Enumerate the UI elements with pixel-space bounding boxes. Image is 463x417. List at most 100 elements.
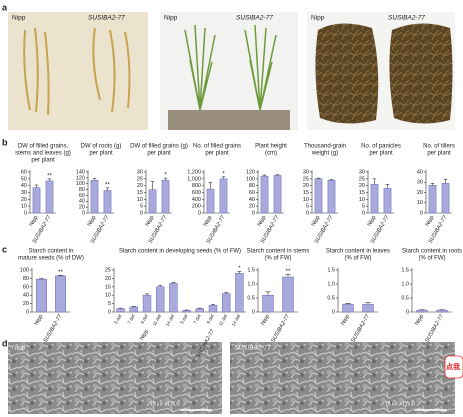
chart-title: Starch content in developing seeds (% of… — [119, 249, 241, 255]
y-tick-label: 40 — [23, 293, 29, 299]
chart-title: No. of filled grains — [193, 144, 241, 150]
y-tick-label: 120 — [246, 169, 255, 175]
error-bar — [365, 302, 371, 305]
y-tick-label: 140 — [76, 169, 85, 175]
y-tick-label: 15 — [137, 190, 143, 196]
y-tick-label: 0 — [140, 210, 143, 216]
photo-panicles — [8, 12, 148, 130]
y-tick-label: 30 — [137, 169, 143, 175]
y-tick-label: 40 — [417, 169, 423, 175]
y-tick-label: 120 — [76, 175, 85, 181]
chart-title: (% of FW) — [419, 256, 446, 262]
bar — [260, 175, 269, 214]
photo-label: Nipp — [12, 345, 26, 352]
chart-title: Starch content in stems — [247, 249, 310, 255]
y-tick-label: 30 — [417, 180, 423, 186]
chart-title: (% of FW) — [345, 256, 372, 262]
y-tick-label: 5 — [306, 204, 309, 210]
y-tick-label: 10 — [21, 204, 27, 210]
x-tick-label: Nipp — [340, 314, 351, 327]
x-tick-label: 11 daf — [152, 313, 163, 327]
y-tick-label: 1.5 — [247, 267, 255, 273]
x-tick-label: 9 daf — [206, 313, 216, 325]
y-tick-label: 1.5 — [327, 267, 335, 273]
y-tick-label: 0 — [252, 210, 255, 216]
error-bar — [34, 184, 39, 188]
chart-title: DW of filled grains (g) — [130, 144, 188, 150]
error-bar — [372, 178, 377, 185]
y-tick-label: 0 — [306, 210, 309, 216]
panel-label: a — [2, 2, 8, 12]
y-tick-label: 800 — [192, 183, 201, 189]
y-tick-label: 0 — [420, 210, 423, 216]
bar — [142, 294, 152, 313]
y-tick-label: 5 — [362, 204, 365, 210]
annotation: ** — [47, 173, 52, 179]
photo-label: SUSIBA2-77 — [234, 345, 271, 352]
x-tick-label: 5 daf — [179, 313, 189, 325]
error-bar — [345, 303, 351, 305]
widget-label[interactable]: 点我 — [446, 362, 460, 371]
y-tick-label: 40 — [21, 183, 27, 189]
chart-title: weight (g) — [311, 151, 338, 157]
x-tick-label: SUSIBA2-77 — [43, 313, 64, 344]
x-tick-label: 14 daf — [165, 313, 176, 327]
chart-title: per plant — [89, 151, 113, 157]
y-tick-label: 60 — [21, 169, 27, 175]
chart-title: per plant — [31, 158, 55, 164]
y-tick-label: 1.0 — [401, 281, 409, 287]
y-tick-label: 0 — [108, 309, 111, 315]
x-tick-label: Nipp — [203, 215, 214, 228]
y-tick-label: 25 — [303, 176, 309, 182]
x-tick-label: Nipp — [414, 314, 425, 327]
error-bar — [443, 178, 448, 184]
bar — [116, 308, 125, 313]
bar — [342, 303, 354, 313]
y-tick-label: 1,200 — [187, 169, 201, 175]
photo-label: SUSIBA2-77 — [88, 15, 125, 22]
annotation: * — [164, 173, 167, 179]
bar — [262, 294, 274, 313]
x-tick-label: Nipp — [260, 314, 271, 327]
bar — [103, 190, 112, 214]
bar — [314, 178, 323, 214]
y-tick-label: 0 — [82, 210, 85, 216]
bar — [55, 275, 66, 313]
error-bar — [47, 178, 52, 181]
y-tick-label: 0.5 — [247, 295, 255, 301]
annotation: * — [238, 266, 241, 272]
y-tick-label: 15 — [303, 190, 309, 196]
bar — [221, 293, 231, 313]
x-tick-label: SUSIBA2-77 — [424, 313, 445, 344]
y-tick-label: 20 — [417, 190, 423, 196]
sem-image — [8, 342, 222, 414]
y-tick-label: 25 — [359, 176, 365, 182]
y-tick-label: 20 — [359, 183, 365, 189]
error-bar — [118, 307, 123, 309]
chart-title: Starch content in — [28, 249, 73, 255]
y-tick-label: 40 — [79, 199, 85, 205]
y-tick-label: 0 — [198, 210, 201, 216]
chart-title: Starch content in roots — [402, 249, 462, 255]
error-bar — [237, 271, 242, 274]
bar — [206, 188, 215, 214]
bar — [441, 183, 450, 214]
y-tick-label: 0.5 — [401, 295, 409, 301]
y-tick-label: 5 — [108, 301, 111, 307]
y-tick-label: 40 — [249, 197, 255, 203]
sem-image — [230, 342, 455, 414]
bar — [155, 286, 165, 313]
widget[interactable] — [444, 355, 463, 379]
panel-label: c — [2, 244, 7, 254]
y-tick-label: 20 — [303, 183, 309, 189]
x-tick-label: SUSIBA2-77 — [350, 313, 371, 344]
y-tick-label: 10 — [359, 197, 365, 203]
bar — [169, 283, 178, 313]
error-bar — [131, 305, 136, 307]
bar — [362, 303, 374, 313]
chart-title: per plant — [427, 151, 451, 157]
y-tick-label: 1.5 — [401, 267, 409, 273]
x-tick-label: Nipp — [34, 314, 45, 327]
y-tick-label: 100 — [246, 176, 255, 182]
